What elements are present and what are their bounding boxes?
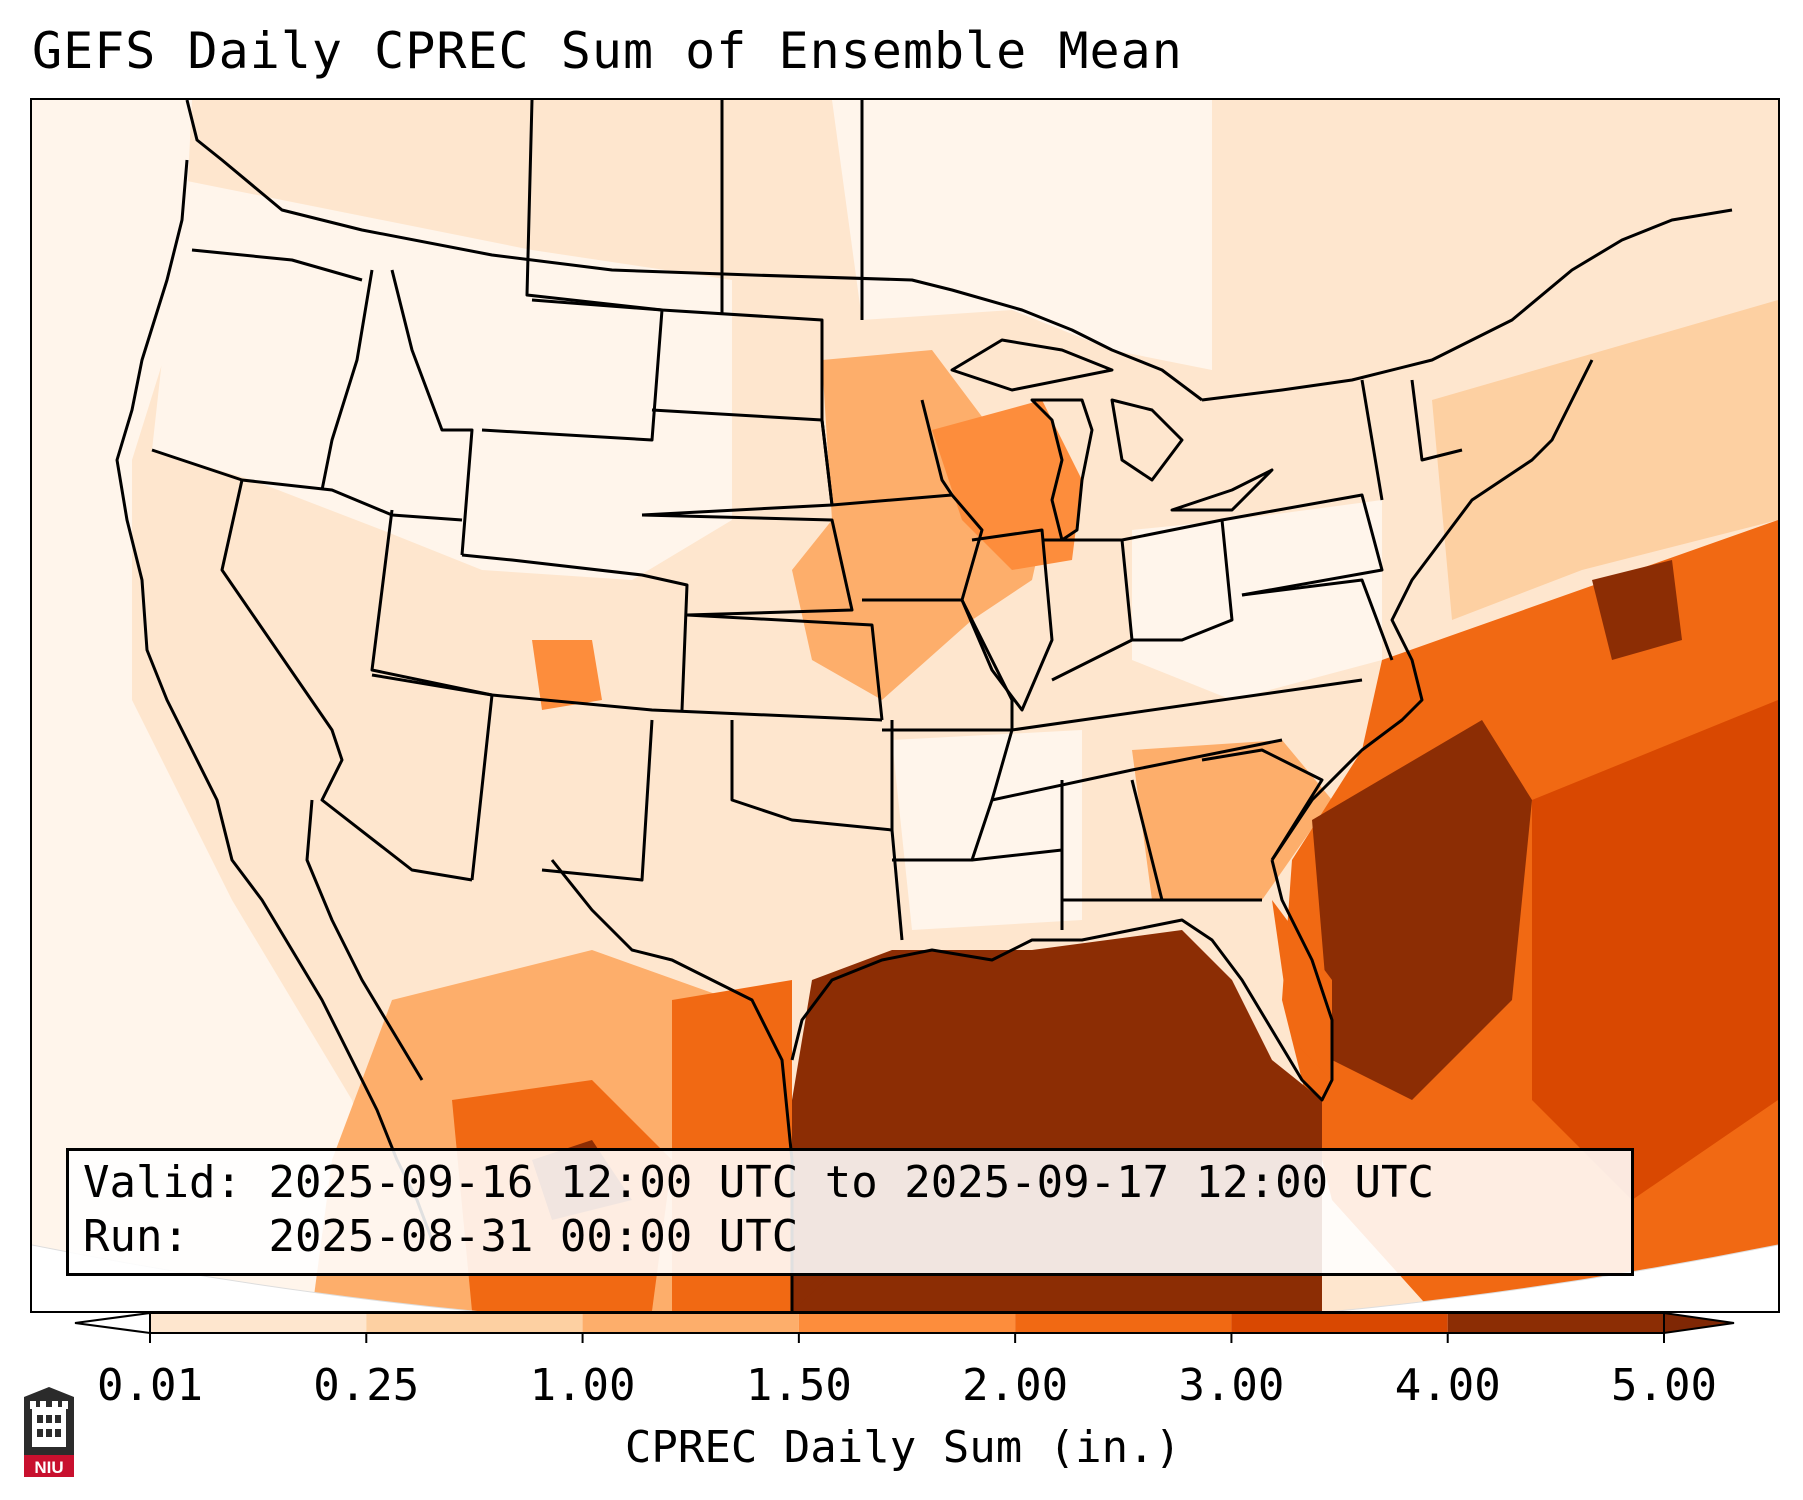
utah-arizona (370, 509, 494, 881)
nebraska (641, 513, 854, 617)
canada-border (185, 100, 1203, 402)
colorbar-segment (150, 1313, 367, 1333)
lake-michigan (1030, 398, 1094, 542)
wa-or-border (191, 248, 363, 282)
nevada-border (220, 479, 473, 882)
state-borders (115, 100, 1733, 1311)
run-row: Run: 2025-08-31 00:00 UTC (83, 1210, 1617, 1264)
colorbar-tick-label: 0.01 (97, 1360, 203, 1411)
pennsylvania (1221, 493, 1384, 597)
wyoming-montana (481, 298, 664, 442)
precip-region (1532, 700, 1778, 1200)
precip-region (1592, 560, 1682, 660)
valid-label: Valid: (83, 1157, 242, 1208)
colorbar-tick-label: 5.00 (1611, 1360, 1717, 1411)
map-title: GEFS Daily CPREC Sum of Ensemble Mean (32, 22, 1183, 80)
ny-vt (1360, 379, 1384, 501)
colorbar-label: CPREC Daily Sum (in.) (624, 1422, 1182, 1473)
precip-region (532, 640, 602, 710)
rio-grande (550, 859, 794, 1311)
colorbar-outline (149, 1312, 1665, 1334)
colorbar-segment (1447, 1313, 1664, 1333)
or-ca-border (151, 448, 463, 522)
colorbar-segments (150, 1313, 1664, 1333)
colorbar-tick-label: 4.00 (1394, 1360, 1501, 1411)
idaho-montana (390, 269, 474, 556)
run-value: 2025-08-31 00:00 UTC (268, 1211, 799, 1262)
precip-region (1132, 500, 1382, 700)
niu-logo: NIU (24, 1387, 74, 1477)
kansas (686, 613, 884, 721)
gulf-coast (790, 859, 1334, 1102)
colorbar-under-arrow (74, 1311, 151, 1335)
colorbar-over-arrow (1663, 1311, 1735, 1335)
illinois (960, 528, 1054, 712)
precip-region (32, 100, 412, 1311)
indiana (1042, 538, 1134, 682)
tennessee-south (991, 738, 1283, 802)
texas-louisiana (890, 829, 904, 941)
idaho-west (320, 269, 374, 491)
colorbar-segment (582, 1313, 799, 1333)
colorbar-tick-label: 0.25 (313, 1360, 420, 1411)
lake-huron (1110, 398, 1184, 482)
new-mexico-texas (541, 719, 654, 882)
south-carolina (1201, 748, 1324, 861)
precip-region (932, 400, 1082, 570)
lake-erie (1170, 468, 1274, 512)
ohio (1121, 518, 1234, 642)
colorbar-tick-label: 2.00 (962, 1360, 1069, 1411)
wisconsin-west (920, 399, 954, 496)
logo-text: NIU (34, 1458, 63, 1477)
colorbar (74, 1311, 1735, 1343)
four-corners-line (371, 673, 883, 722)
colorbar-segment (1231, 1313, 1448, 1333)
colorbar-segment (798, 1313, 1016, 1333)
tennessee-north (1011, 678, 1363, 732)
minnesota-west (820, 320, 834, 506)
valid-value: 2025-09-16 12:00 UTC to 2025-09-17 12:00… (268, 1157, 1435, 1208)
precip-region (1432, 300, 1778, 620)
precip-region (892, 730, 1082, 930)
precip-region (152, 180, 732, 580)
missouri (862, 598, 1014, 730)
run-label: Run: (83, 1211, 189, 1262)
precip-region (832, 100, 1212, 370)
virginia (1241, 578, 1394, 661)
colorbar-tick-label: 1.00 (529, 1360, 636, 1411)
oklahoma (730, 720, 894, 832)
baja-coast (305, 799, 424, 1081)
colorbar-segment (366, 1313, 583, 1333)
colorbar-ticks (149, 1333, 1665, 1343)
precip-region (1312, 720, 1532, 1100)
castle-icon (30, 1401, 68, 1447)
colorbar-tick-label: 3.00 (1178, 1360, 1285, 1411)
colorbar-segment (1015, 1313, 1232, 1333)
valid-row: Valid: 2025-09-16 12:00 UTC to 2025-09-1… (83, 1156, 1617, 1210)
alabama-east (1130, 779, 1164, 901)
new-england (1410, 379, 1463, 462)
run-info-box: Valid: 2025-09-16 12:00 UTC to 2025-09-1… (66, 1148, 1634, 1276)
pacific-coast (115, 159, 434, 1241)
logo-band (24, 1455, 74, 1477)
alabama-georgia (1060, 780, 1262, 902)
atlantic-coast (1270, 359, 1594, 861)
precip-region (1132, 740, 1332, 900)
lake-superior (950, 338, 1114, 392)
precip-region (1272, 900, 1332, 1080)
st-lawrence (1201, 208, 1733, 402)
projection-edge (32, 1244, 1778, 1311)
wyoming-colorado (461, 553, 689, 711)
colorbar-tick-label: 1.50 (745, 1360, 852, 1411)
